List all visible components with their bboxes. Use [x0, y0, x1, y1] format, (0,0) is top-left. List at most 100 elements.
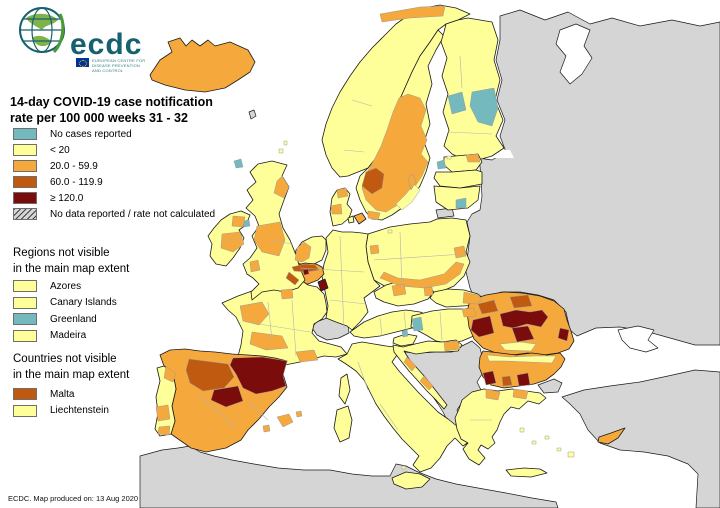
legend-label: < 20: [50, 144, 70, 156]
map-region-greek-islands: [519, 427, 575, 458]
swatch-malta: [13, 388, 37, 401]
map-region-bulgaria-north: [486, 354, 557, 364]
map-region-ireland-midlands: [220, 231, 245, 253]
legend-swatch-lt20: [13, 144, 37, 156]
map-region-romania-south: [499, 341, 537, 352]
map-region-spain-castile: [185, 358, 235, 392]
map-region-belgium-north: [291, 263, 320, 273]
list-item: Canary Islands: [13, 295, 117, 312]
map-region-uk-hebrides: [233, 158, 244, 169]
map-region-greece-north: [485, 388, 501, 401]
map-production-note: ECDC. Map produced on: 13 Aug 2020: [8, 494, 139, 503]
map-region-denmark-zealand: [353, 212, 367, 225]
white-sea: [555, 23, 593, 85]
legend-item: No data reported / rate not calculated: [13, 206, 215, 222]
map-region-estonia-northeast: [465, 153, 481, 163]
swatch-canary-islands: [13, 296, 37, 309]
map-region-france-paris: [280, 288, 294, 300]
map-region-czechia-prague: [391, 283, 407, 297]
legend-label: ≥ 120.0: [50, 192, 84, 204]
map-region-belgium-brussels: [302, 268, 310, 276]
legend-swatch-20-59: [13, 160, 37, 172]
legend-label: 60.0 - 119.9: [50, 176, 103, 188]
map-region-lithuania: [433, 185, 481, 211]
map-region-slovakia-east: [462, 291, 483, 305]
map-region-portugal-north: [163, 365, 177, 383]
map-region-croatia-east: [443, 340, 461, 352]
map-region-shetland: [278, 140, 288, 154]
map-region-faroe-islands: [248, 109, 257, 120]
map-region-france-west: [239, 301, 270, 326]
map-region-lithuania-south: [455, 197, 467, 209]
ecdc-logo-subtitle: EUROPEAN CENTRE FOR DISEASE PREVENTION A…: [92, 58, 146, 73]
map-region-northern-ireland: [231, 215, 246, 228]
map-region-bulgaria-south2: [501, 375, 513, 387]
countries-not-visible-heading: Countries not visible in the main map ex…: [13, 353, 130, 381]
map-region-denmark-funen: [347, 215, 355, 224]
map-region-bulgaria-sw: [482, 370, 497, 386]
swatch-liechtenstein: [13, 404, 37, 417]
map-region-ibiza: [262, 424, 271, 433]
legend-item: No cases reported: [13, 126, 215, 142]
map-region-france-south: [295, 349, 319, 363]
eu-flag-icon: [76, 58, 89, 67]
map-region-north-africa: [139, 445, 559, 508]
map-region-spain-northeast: [229, 356, 288, 395]
map-region-finland-east: [469, 87, 499, 127]
map-region-gotland: [407, 173, 417, 191]
map-region-mallorca: [276, 413, 294, 428]
legend-item: 60.0 - 119.9: [13, 174, 215, 190]
map-region-thrace: [537, 378, 563, 394]
map-region-sardinia: [333, 405, 353, 443]
map-region-norway-north: [379, 5, 446, 23]
legend-swatch-no-data: [13, 208, 37, 220]
legend-item: < 20: [13, 142, 215, 158]
map-region-netherlands-west: [294, 241, 312, 263]
map-region-portugal-lisbon: [155, 404, 171, 422]
map-region-slovenia-ne: [401, 329, 409, 338]
map-region-czechia-moravia: [423, 286, 434, 297]
map-region-denmark-north: [336, 187, 349, 199]
legend-item: 20.0 - 59.9: [13, 158, 215, 174]
map-region-greece: [454, 388, 547, 466]
legend-item: ≥ 120.0: [13, 190, 215, 206]
map-region-sweden-smaland: [395, 183, 421, 211]
regions-not-visible-heading: Regions not visible in the main map exte…: [13, 247, 130, 275]
legend: No cases reported < 20 20.0 - 59.9 60.0 …: [13, 126, 215, 222]
regions-not-visible-list: Azores Canary Islands Greenland Madeira: [13, 278, 117, 344]
map-region-uk-scotland-ne: [273, 175, 290, 199]
map-region-sweden-vastra-gotaland: [361, 167, 385, 195]
map-region-romania-east: [557, 327, 570, 342]
list-item: Malta: [13, 386, 109, 403]
map-region-poland-east: [453, 245, 467, 259]
map-region-isle-of-man: [242, 219, 251, 228]
map-region-greece-ne: [512, 388, 529, 400]
map-region-latvia: [433, 169, 483, 189]
list-item: Greenland: [13, 311, 117, 328]
list-item: Liechtenstein: [13, 403, 109, 420]
map-region-romania-west: [470, 315, 495, 338]
map-region-germany-berlin: [369, 244, 380, 255]
map-region-romania-center2: [511, 325, 535, 343]
ecdc-wordmark: ecdc: [70, 28, 143, 61]
legend-swatch-60-119: [13, 176, 37, 188]
map-region-menorca: [295, 410, 303, 418]
map-region-croatia-split: [419, 375, 434, 391]
legend-swatch-no-cases: [13, 128, 37, 140]
map-region-croatia-coast: [403, 356, 417, 372]
map-title-line1: 14-day COVID-19 case notification: [10, 95, 213, 109]
nuts-border-lines: [199, 55, 493, 431]
map-title: 14-day COVID-19 case notification rate p…: [10, 94, 260, 127]
swatch-madeira: [13, 329, 37, 342]
map-region-sicily: [391, 471, 431, 490]
list-item: Azores: [13, 278, 117, 295]
legend-swatch-ge120: [13, 192, 37, 204]
map-region-sweden-skane: [367, 210, 381, 221]
map-region-romania-center: [499, 309, 549, 329]
map-region-uk-wales: [249, 259, 261, 273]
map-region-small-islands: [387, 155, 452, 470]
map-region-cyprus: [597, 427, 626, 445]
map-region-hungary-west: [411, 316, 424, 332]
map-region-bulgaria-south: [516, 372, 531, 387]
